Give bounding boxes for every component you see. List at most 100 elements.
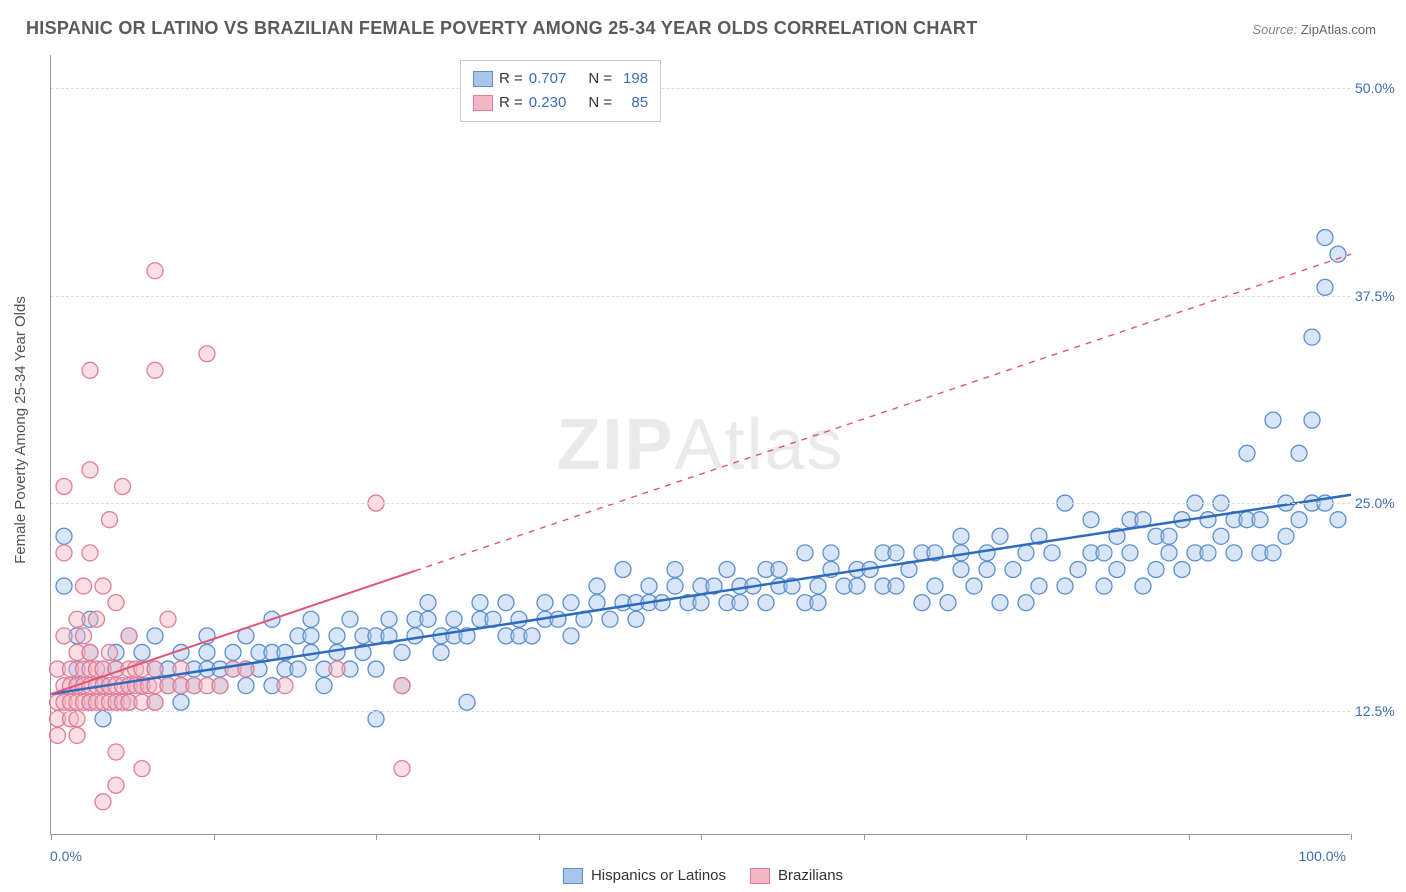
data-point xyxy=(927,578,943,594)
data-point xyxy=(940,595,956,611)
data-point xyxy=(1239,445,1255,461)
data-point xyxy=(394,644,410,660)
data-point xyxy=(134,761,150,777)
data-point xyxy=(472,595,488,611)
data-point xyxy=(654,595,670,611)
data-point xyxy=(342,611,358,627)
stat-r-label: R = xyxy=(499,67,523,91)
x-tick-mark xyxy=(1189,834,1190,840)
data-point xyxy=(56,528,72,544)
gridline xyxy=(51,711,1350,712)
data-point xyxy=(1330,512,1346,528)
data-point xyxy=(823,545,839,561)
data-point xyxy=(108,777,124,793)
data-point xyxy=(563,595,579,611)
data-point xyxy=(173,694,189,710)
data-point xyxy=(849,578,865,594)
stat-n-value: 198 xyxy=(618,67,648,91)
data-point xyxy=(277,678,293,694)
data-point xyxy=(238,678,254,694)
data-point xyxy=(771,561,787,577)
data-point xyxy=(589,578,605,594)
data-point xyxy=(1317,279,1333,295)
data-point xyxy=(212,678,228,694)
stat-row: R =0.230N =85 xyxy=(473,91,648,115)
data-point xyxy=(1070,561,1086,577)
source-attribution: Source: ZipAtlas.com xyxy=(1252,22,1376,37)
data-point xyxy=(121,628,137,644)
gridline xyxy=(51,296,1350,297)
correlation-stat-box: R =0.707N =198R =0.230N =85 xyxy=(460,60,661,122)
x-tick-mark xyxy=(1351,834,1352,840)
data-point xyxy=(797,545,813,561)
y-axis-label: Female Poverty Among 25-34 Year Olds xyxy=(12,296,29,564)
data-point xyxy=(1317,230,1333,246)
data-point xyxy=(147,362,163,378)
data-point xyxy=(1265,545,1281,561)
x-tick-mark xyxy=(701,834,702,840)
data-point xyxy=(563,628,579,644)
data-point xyxy=(394,678,410,694)
data-point xyxy=(225,644,241,660)
data-point xyxy=(1122,545,1138,561)
data-point xyxy=(628,611,644,627)
chart-svg xyxy=(51,55,1350,834)
data-point xyxy=(1148,561,1164,577)
data-point xyxy=(1174,561,1190,577)
x-axis-label-max: 100.0% xyxy=(1299,848,1346,864)
data-point xyxy=(979,545,995,561)
data-point xyxy=(1226,545,1242,561)
data-point xyxy=(1018,595,1034,611)
data-point xyxy=(420,611,436,627)
data-point xyxy=(56,545,72,561)
data-point xyxy=(69,711,85,727)
data-point xyxy=(888,578,904,594)
data-point xyxy=(303,628,319,644)
data-point xyxy=(95,711,111,727)
data-point xyxy=(102,644,118,660)
data-point xyxy=(368,661,384,677)
data-point xyxy=(446,611,462,627)
x-tick-mark xyxy=(1026,834,1027,840)
data-point xyxy=(810,595,826,611)
data-point xyxy=(95,794,111,810)
data-point xyxy=(69,727,85,743)
data-point xyxy=(602,611,618,627)
x-tick-mark xyxy=(214,834,215,840)
x-tick-mark xyxy=(864,834,865,840)
y-tick-label: 12.5% xyxy=(1355,703,1405,719)
data-point xyxy=(303,611,319,627)
chart-title: HISPANIC OR LATINO VS BRAZILIAN FEMALE P… xyxy=(26,18,978,39)
legend-label: Brazilians xyxy=(778,867,843,884)
y-tick-label: 50.0% xyxy=(1355,80,1405,96)
x-tick-mark xyxy=(539,834,540,840)
stat-n-label: N = xyxy=(588,67,612,91)
chart-plot-area: ZIPAtlas 12.5%25.0%37.5%50.0% xyxy=(50,55,1350,835)
data-point xyxy=(1005,561,1021,577)
gridline xyxy=(51,503,1350,504)
data-point xyxy=(1304,329,1320,345)
gridline xyxy=(51,88,1350,89)
y-tick-label: 37.5% xyxy=(1355,288,1405,304)
data-point xyxy=(95,578,111,594)
data-point xyxy=(82,644,98,660)
data-point xyxy=(50,727,66,743)
data-point xyxy=(641,578,657,594)
data-point xyxy=(1096,578,1112,594)
x-axis-label-min: 0.0% xyxy=(50,848,82,864)
data-point xyxy=(1291,512,1307,528)
data-point xyxy=(134,644,150,660)
data-point xyxy=(667,578,683,594)
data-point xyxy=(667,561,683,577)
data-point xyxy=(147,628,163,644)
data-point xyxy=(914,595,930,611)
data-point xyxy=(953,528,969,544)
trend-line xyxy=(51,495,1351,694)
data-point xyxy=(108,595,124,611)
data-point xyxy=(1096,545,1112,561)
data-point xyxy=(76,578,92,594)
data-point xyxy=(1200,545,1216,561)
x-tick-mark xyxy=(376,834,377,840)
data-point xyxy=(1161,528,1177,544)
data-point xyxy=(615,561,631,577)
